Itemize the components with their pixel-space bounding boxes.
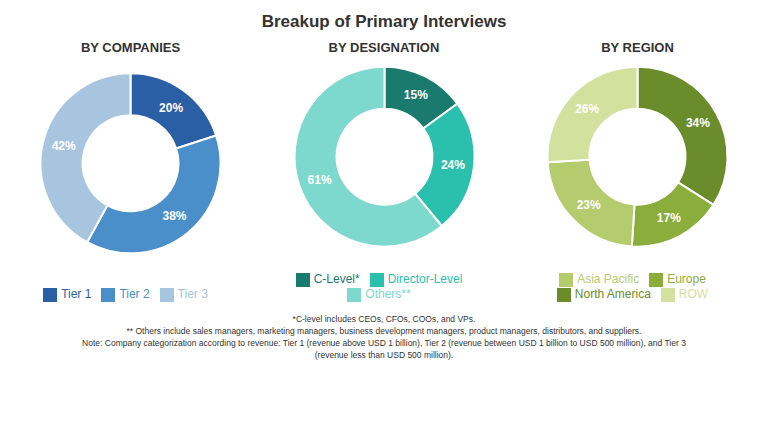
html-text:*C-level includes CEOs, CFOs,: *C-level includes CEOs, CFOs, COOs, and … [292, 314, 476, 324]
svg-text:26%: 26% [575, 102, 599, 116]
html-text:ROW: ROW [678, 287, 709, 302]
svg-text:23%: 23% [577, 198, 601, 212]
html-text:Asia Pacific: Asia Pacific [577, 272, 640, 287]
html-text:Note: Company categorization a: Note: Company categorization according t… [82, 338, 686, 348]
svg-text:20%: 20% [159, 101, 183, 115]
svg-text:61%: 61% [307, 173, 331, 187]
svg-text:42%: 42% [52, 139, 76, 153]
html-text:BY DESIGNATION: BY DESIGNATION [328, 40, 440, 55]
svg-text:17%: 17% [657, 211, 681, 225]
html-text:North America: North America [574, 287, 651, 302]
html-text:** Others include sales manage: ** Others include sales managers, market… [126, 326, 642, 336]
html-text:BY REGION: BY REGION [601, 40, 674, 55]
svg-text:24%: 24% [440, 158, 464, 172]
html-text:BY COMPANIES: BY COMPANIES [80, 40, 181, 55]
html-text:Tier 3: Tier 3 [177, 287, 208, 302]
html-text:Tier 2: Tier 2 [119, 287, 150, 302]
svg-text:38%: 38% [162, 209, 186, 223]
html-text:Europe: Europe [667, 272, 706, 287]
svg-text:34%: 34% [686, 116, 710, 130]
html-text:Breakup of Primary Interviews: Breakup of Primary Interviews [261, 12, 507, 31]
html-text:(revenue less than USD 500 mil: (revenue less than USD 500 million). [314, 350, 454, 360]
svg-text:15%: 15% [403, 88, 427, 102]
html-text:Others**: Others** [365, 287, 411, 302]
html-text:C-Level*: C-Level* [313, 272, 360, 287]
html-text:Tier 1: Tier 1 [61, 287, 92, 302]
html-text:Director-Level: Director-Level [387, 272, 463, 287]
